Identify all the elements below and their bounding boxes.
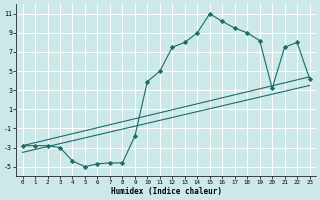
X-axis label: Humidex (Indice chaleur): Humidex (Indice chaleur) <box>111 187 221 196</box>
